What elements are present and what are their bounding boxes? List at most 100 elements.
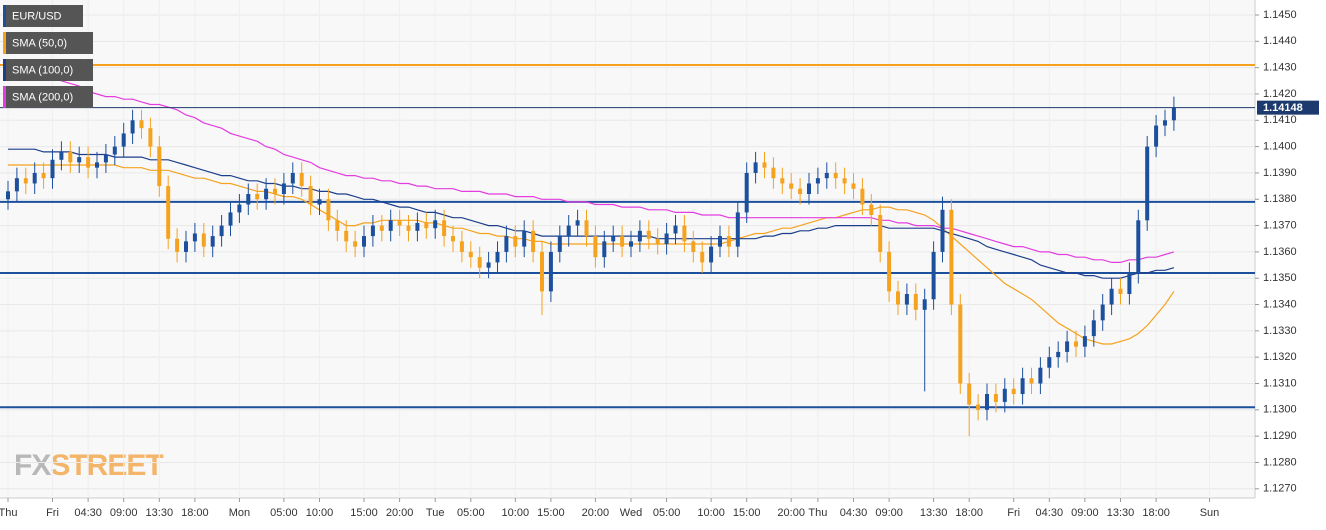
candle-body bbox=[940, 209, 945, 252]
candle-body bbox=[308, 186, 313, 205]
candle-body bbox=[166, 186, 171, 239]
candle-body bbox=[344, 230, 349, 242]
candle-body bbox=[1002, 388, 1007, 402]
candle-body bbox=[1082, 336, 1087, 347]
candle-body bbox=[130, 120, 135, 134]
candle-body bbox=[442, 220, 447, 237]
candle-body bbox=[1145, 146, 1150, 221]
candle-body bbox=[459, 241, 464, 252]
candle-body bbox=[967, 383, 972, 405]
candle-body bbox=[584, 220, 589, 237]
candle-body bbox=[993, 394, 998, 402]
candle-body bbox=[815, 178, 820, 184]
candle-body bbox=[735, 212, 740, 247]
candle-body bbox=[1065, 341, 1070, 352]
candle-body bbox=[264, 188, 269, 200]
candle-body bbox=[379, 225, 384, 231]
candle-body bbox=[548, 251, 553, 292]
x-tick-label: 20:00 bbox=[777, 507, 805, 519]
candle-body bbox=[691, 241, 696, 252]
candle-body bbox=[682, 225, 687, 242]
x-tick-label: 15:00 bbox=[350, 507, 378, 519]
candle-body bbox=[397, 220, 402, 226]
candle-body bbox=[753, 162, 758, 173]
x-tick-label: 04:30 bbox=[74, 507, 102, 519]
y-tick-label: 1.1300 bbox=[1263, 404, 1297, 416]
candle-body bbox=[184, 241, 188, 252]
candle-body bbox=[700, 251, 705, 263]
x-tick-label: Wed bbox=[620, 507, 642, 519]
candle-body bbox=[1091, 320, 1096, 337]
candle-body bbox=[139, 120, 144, 129]
x-tick-label: 10:00 bbox=[697, 507, 725, 519]
candle-body bbox=[798, 188, 803, 194]
candle-body bbox=[1127, 272, 1132, 295]
legend-swatch bbox=[3, 86, 6, 108]
y-tick-label: 1.1440 bbox=[1263, 35, 1297, 47]
candle-body bbox=[985, 394, 989, 410]
candle-body bbox=[433, 220, 438, 229]
candle-body bbox=[824, 172, 829, 179]
candle-body bbox=[415, 222, 420, 231]
x-tick-label: 10:00 bbox=[502, 507, 530, 519]
candle-body bbox=[219, 225, 224, 237]
y-tick-label: 1.1390 bbox=[1263, 167, 1297, 179]
candle-body bbox=[477, 257, 482, 268]
y-tick-label: 1.1400 bbox=[1263, 141, 1297, 153]
candle-body bbox=[557, 236, 562, 252]
candle-body bbox=[1020, 378, 1025, 395]
candle-body bbox=[157, 146, 162, 187]
candle-body bbox=[807, 183, 811, 194]
y-tick-label: 1.1410 bbox=[1263, 114, 1297, 126]
candle-body bbox=[86, 157, 91, 168]
x-tick-label: 05:00 bbox=[457, 507, 485, 519]
legend-swatch bbox=[3, 32, 6, 54]
candle-body bbox=[789, 183, 794, 189]
candle-body bbox=[575, 220, 580, 226]
candle-body bbox=[237, 204, 242, 213]
candle-body bbox=[531, 230, 536, 252]
candle-body bbox=[424, 222, 429, 229]
candle-body bbox=[103, 154, 108, 163]
legend-box bbox=[3, 32, 93, 54]
candle-body bbox=[326, 199, 331, 221]
candle-body bbox=[718, 236, 722, 247]
candle-body bbox=[931, 251, 936, 300]
sma-line bbox=[8, 164, 1175, 345]
candle-body bbox=[1118, 288, 1123, 295]
candle-body bbox=[41, 172, 46, 179]
candle-body bbox=[121, 133, 126, 147]
watermark-part: FX bbox=[14, 449, 51, 482]
candle-body bbox=[175, 238, 180, 252]
legend-label: SMA (50,0) bbox=[12, 37, 67, 49]
sma-line bbox=[7, 59, 1175, 263]
legend-swatch bbox=[3, 59, 6, 81]
y-tick-label: 1.1330 bbox=[1263, 325, 1297, 337]
sma-line bbox=[8, 148, 1175, 279]
candle-body bbox=[913, 294, 918, 310]
x-tick-label: 10:00 bbox=[306, 507, 334, 519]
candle-body bbox=[593, 236, 598, 258]
candle-body bbox=[1136, 220, 1141, 273]
candle-body bbox=[869, 204, 874, 216]
candle-body bbox=[1038, 367, 1043, 384]
y-tick-label: 1.1290 bbox=[1263, 430, 1297, 442]
candle-body bbox=[887, 251, 892, 292]
y-tick-label: 1.1270 bbox=[1263, 483, 1297, 495]
candle-body bbox=[6, 191, 10, 200]
candle-body bbox=[255, 193, 260, 200]
candle-body bbox=[566, 225, 571, 237]
x-tick-label: 20:00 bbox=[386, 507, 414, 519]
candle-body bbox=[896, 291, 900, 305]
candle-body bbox=[726, 236, 731, 247]
candle-body bbox=[228, 212, 233, 226]
x-tick-label: 13:30 bbox=[1107, 507, 1135, 519]
candle-body bbox=[655, 238, 660, 244]
candle-body bbox=[451, 236, 455, 242]
y-tick-label: 1.1280 bbox=[1263, 456, 1297, 468]
x-tick-label: Tue bbox=[426, 507, 445, 519]
legend-box bbox=[3, 5, 83, 27]
candle-body bbox=[1074, 341, 1078, 347]
x-tick-label: 09:00 bbox=[1071, 507, 1099, 519]
